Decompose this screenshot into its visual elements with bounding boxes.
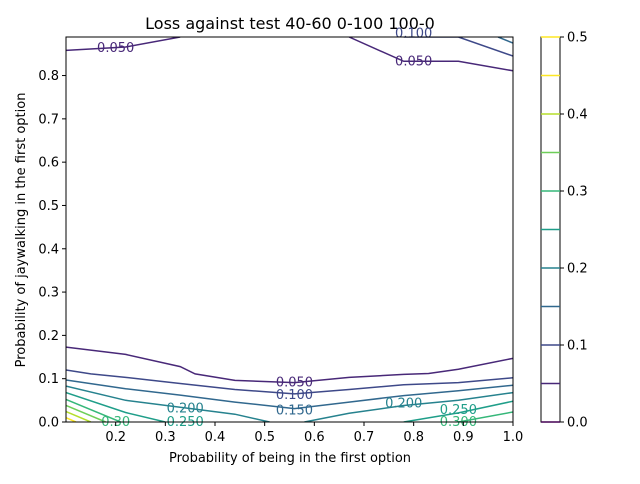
contour-line-0.2-7 [66,385,270,422]
y-tick-label-0: 0.0 [38,416,59,431]
colorbar-tick-label-0: 0.0 [567,416,588,431]
colorbar-tick-label-3: 0.3 [567,185,588,200]
x-tick-label-7: 0.9 [453,430,474,445]
x-tick-label-4: 0.6 [304,430,325,445]
y-tick-label-6: 0.6 [38,156,59,171]
y-axis-label: Probability of jaywalking in the first o… [14,93,29,368]
x-tick-label-5: 0.7 [354,430,375,445]
y-tick-label-7: 0.7 [38,112,59,127]
contour-label-4: 0.100 [276,388,313,403]
contour-line-0.05-1 [66,37,181,52]
contour-line-0.15-5 [66,379,513,410]
colorbar-tick-label-1: 0.1 [567,339,588,354]
y-tick-label-8: 0.8 [38,69,59,84]
x-tick-label-6: 0.8 [403,430,424,445]
colorbar-tick-label-4: 0.4 [567,108,588,123]
contour-line-0.1-3 [66,369,513,395]
y-tick-label-4: 0.4 [38,242,59,257]
contour-label-9: 0.250 [440,403,477,418]
contour-line-0.3-12 [458,411,513,422]
contour-line-0.1-4 [403,37,513,57]
contour-line-0.3-11 [66,398,121,422]
x-tick-label-8: 1.0 [503,430,524,445]
contour-label-0: 0.050 [97,41,134,56]
contour-label-1: 0.100 [395,27,432,42]
contour-label-5: 0.150 [276,404,313,419]
contour-line-0.45-15 [66,417,77,422]
x-tick-label-3: 0.5 [254,430,275,445]
plot-frame [65,36,514,423]
contour-label-8: 0.200 [385,396,422,411]
contour-line-0.25-10 [403,400,513,422]
chart-title: Loss against test 40-60 0-100 100-0 [145,14,435,33]
contour-line-0.05-2 [348,37,513,72]
contour-line-0.35-13 [66,404,106,422]
contour-line-0.05-0 [66,346,513,384]
contour-line-0.25-9 [66,391,166,422]
x-axis-label: Probability of being in the first option [169,451,411,466]
y-tick-label-5: 0.5 [38,199,59,214]
contour-label-3: 0.050 [276,376,313,391]
y-tick-label-3: 0.3 [38,286,59,301]
contour-label-6: 0.200 [167,402,204,417]
x-tick-label-1: 0.3 [155,430,176,445]
contour-line-0.15-6 [497,37,513,44]
y-tick-label-2: 0.2 [38,329,59,344]
contour-label-2: 0.050 [395,54,432,69]
colorbar-tick-label-2: 0.2 [567,262,588,277]
y-tick-label-1: 0.1 [38,372,59,387]
x-tick-label-0: 0.2 [105,430,126,445]
colorbar-tick-label-5: 0.5 [567,31,588,46]
x-tick-label-2: 0.4 [205,430,226,445]
contour-line-0.4-14 [66,410,92,422]
contour-line-0.2-8 [304,391,513,422]
